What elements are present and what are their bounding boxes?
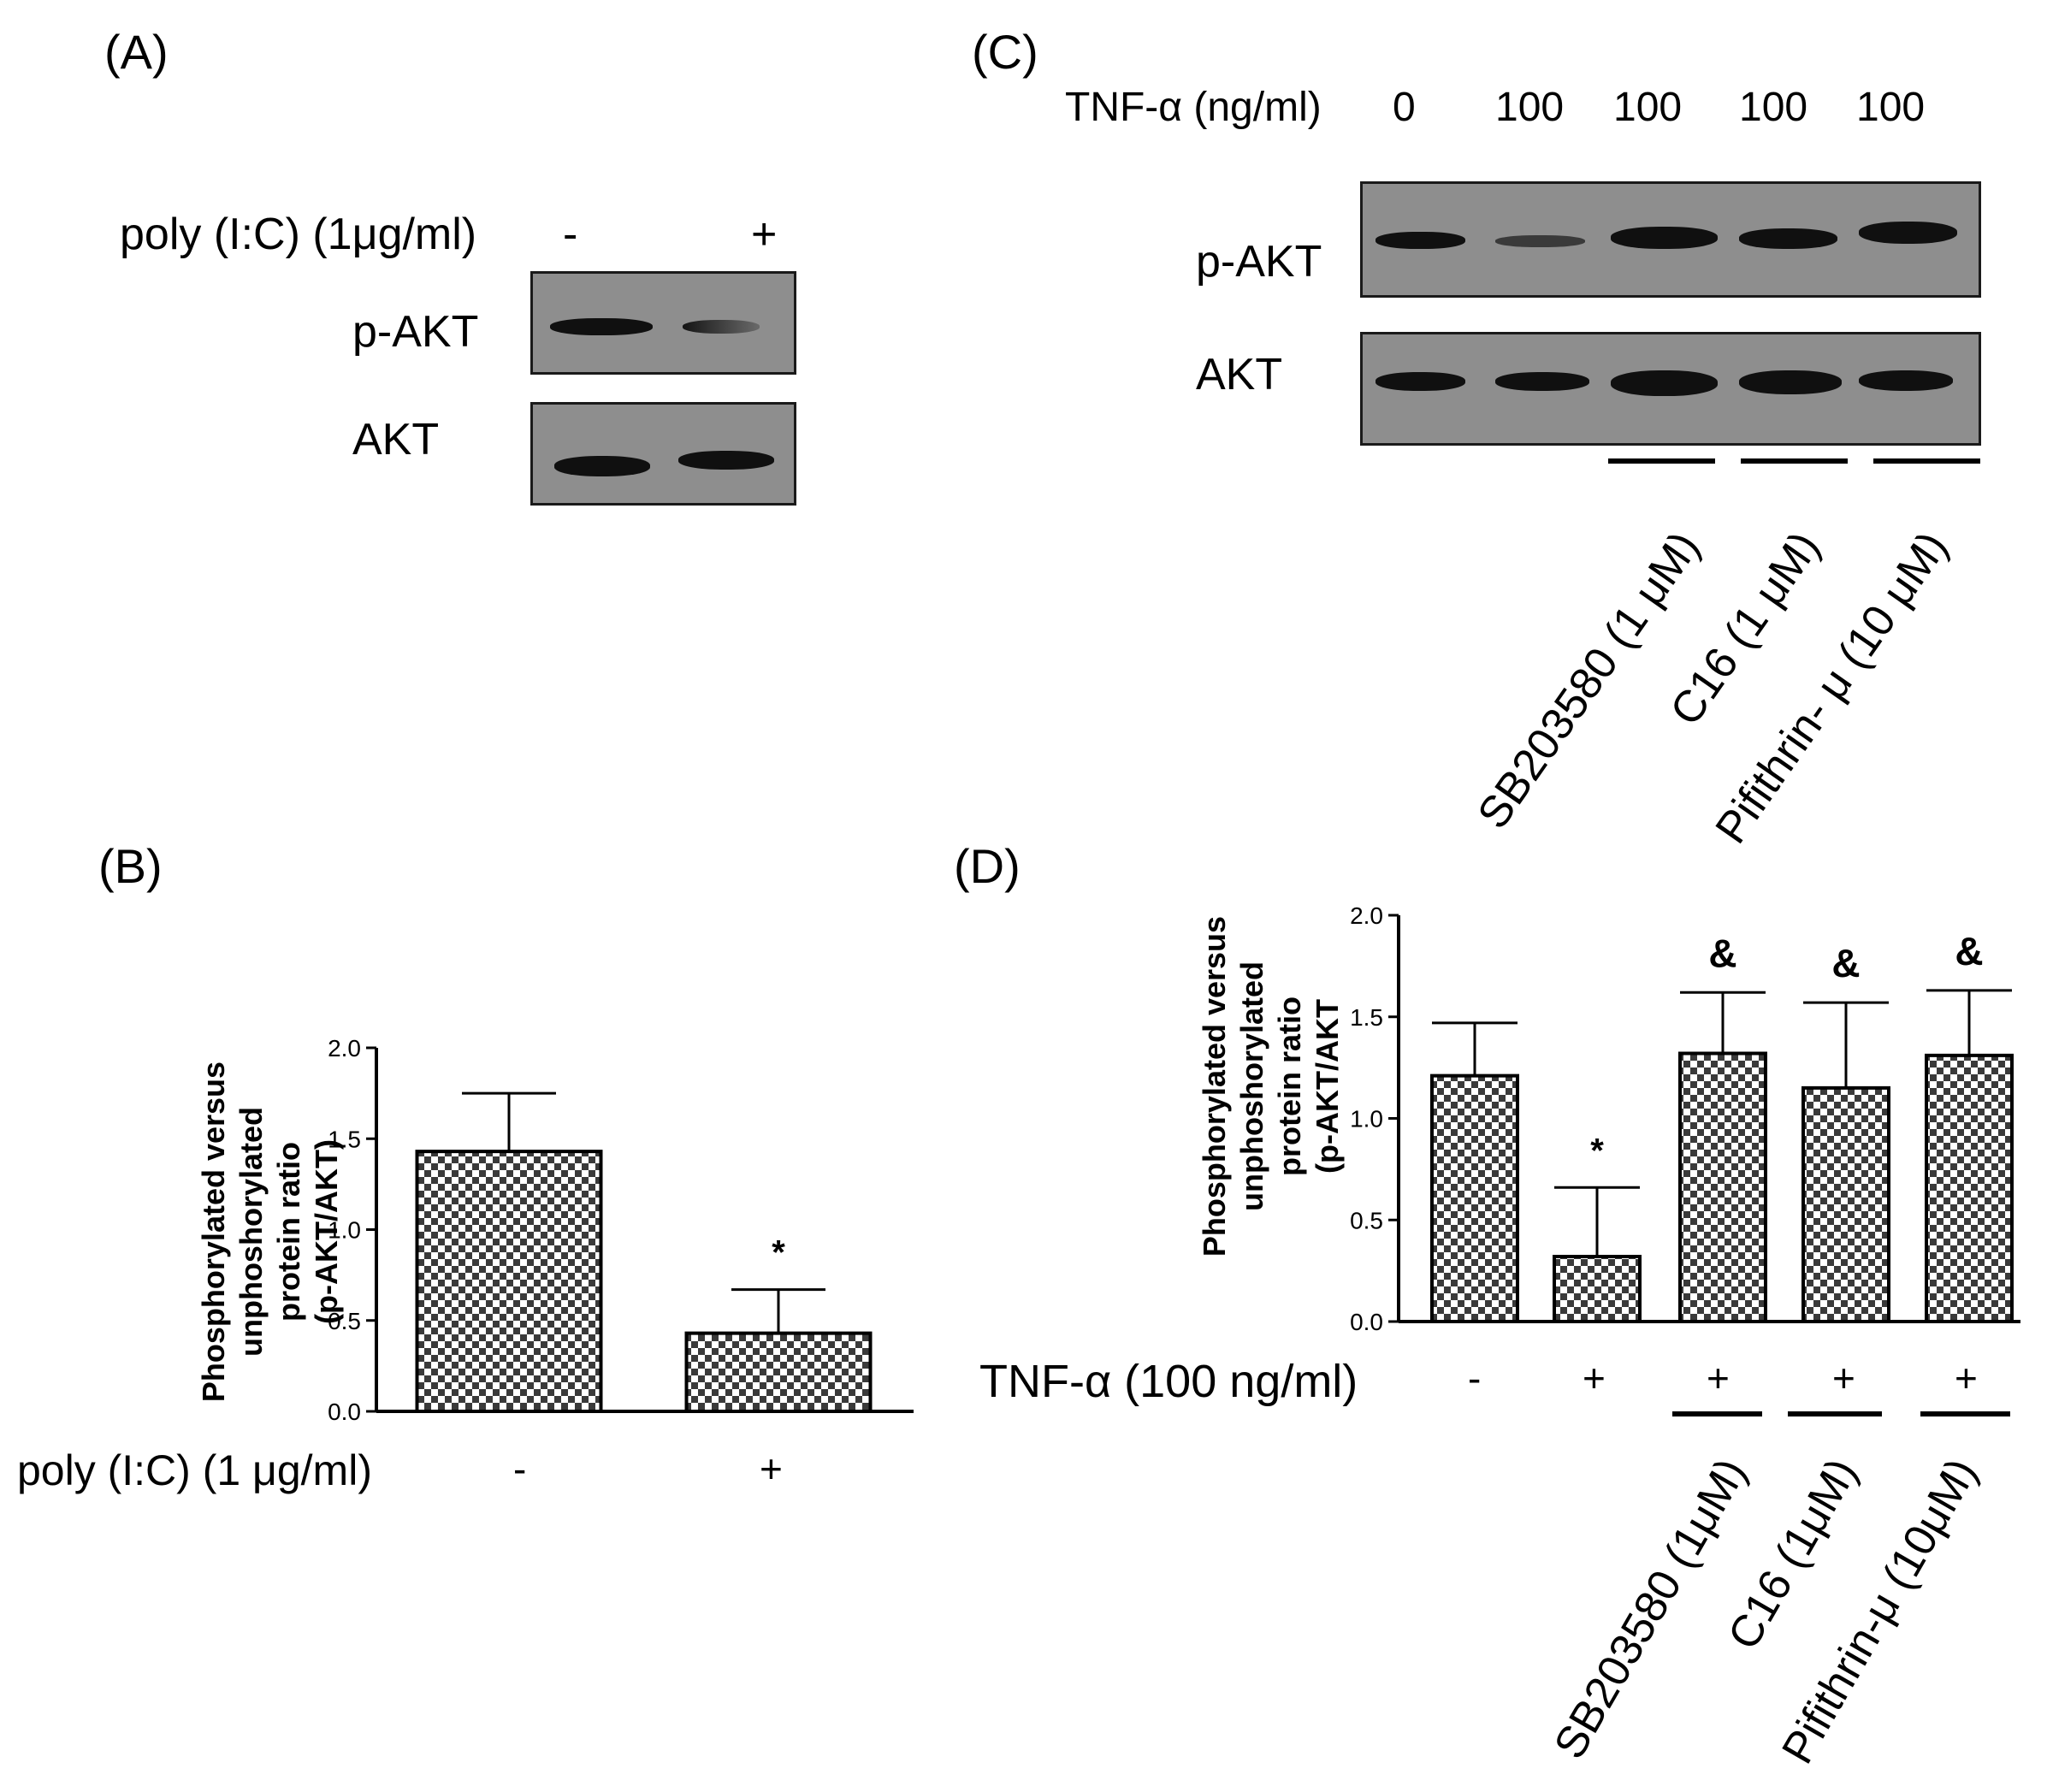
- panel-d-condition: +: [1955, 1356, 1978, 1400]
- inhibitor-underline: [1608, 458, 1715, 464]
- y-tick-label: 1.0: [1350, 1106, 1383, 1133]
- panel-a-pakt-blot: [530, 271, 796, 375]
- band: [683, 320, 760, 334]
- y-axis-label: protein ratio: [271, 1142, 306, 1322]
- panel-a-row-akt: AKT: [352, 415, 440, 464]
- bar: [1801, 1085, 1890, 1323]
- panel-b-treatment-label: poly (I:C) (1 μg/ml): [17, 1446, 372, 1494]
- y-tick-label: 1.0: [328, 1217, 361, 1244]
- band: [550, 318, 653, 335]
- y-tick-label: 0.0: [328, 1399, 361, 1425]
- y-axis-label: unphoshorylated: [1234, 961, 1269, 1211]
- significance-marker: &: [1831, 941, 1860, 985]
- panel-d-condition: -: [1468, 1356, 1482, 1400]
- band: [678, 451, 774, 470]
- y-axis-label: Phosphorylated versus: [1197, 916, 1232, 1257]
- significance-marker: *: [772, 1234, 785, 1272]
- band: [1495, 235, 1585, 247]
- panel-c-dose: 100: [1739, 85, 1808, 130]
- panel-d-condition: +: [1583, 1356, 1606, 1400]
- panel-c-akt-blot: [1360, 332, 1981, 446]
- bar: [1553, 1255, 1642, 1323]
- bar: [684, 1331, 873, 1413]
- panel-a-treatment-label: poly (I:C) (1μg/ml): [120, 210, 477, 259]
- y-tick-label: 0.5: [328, 1308, 361, 1334]
- panel-d-label: (D): [954, 839, 1021, 893]
- panel-b-condition: +: [760, 1446, 783, 1491]
- panel-a-akt-blot: [530, 402, 796, 506]
- panel-b-label: (B): [98, 839, 163, 893]
- panel-c-dose: 100: [1613, 85, 1683, 130]
- bar: [1925, 1053, 2014, 1323]
- panel-d-condition: +: [1832, 1356, 1855, 1400]
- bar: [1678, 1051, 1767, 1323]
- y-axis-label: (p-AKT/AKT: [1310, 999, 1345, 1174]
- band: [1611, 227, 1718, 249]
- inhibitor-underline: [1672, 1411, 1762, 1416]
- y-tick-label: 0.5: [1350, 1207, 1383, 1233]
- band: [1859, 222, 1957, 244]
- significance-marker: &: [1955, 929, 1983, 973]
- y-axis-label: (p-AKT/AKT): [309, 1139, 344, 1324]
- significance-marker: *: [1590, 1132, 1604, 1169]
- panel-c-pakt-blot: [1360, 181, 1981, 298]
- panel-a-row-pakt: p-AKT: [352, 307, 479, 357]
- y-axis-label: Phosphorylated versus: [196, 1062, 231, 1402]
- panel-c-treatment-label: TNF-α (ng/ml): [1065, 85, 1322, 130]
- band: [1739, 228, 1837, 249]
- y-axis-label: unphoshorylated: [234, 1107, 269, 1357]
- panel-d-condition: +: [1707, 1356, 1730, 1400]
- panel-c-dose: 100: [1856, 85, 1926, 130]
- inhibitor-underline: [1788, 1411, 1882, 1416]
- inhibitor-underline: [1873, 458, 1980, 464]
- bar: [1430, 1073, 1519, 1323]
- panel-a-label: (A): [104, 25, 169, 79]
- band: [1859, 370, 1953, 391]
- y-tick-label: 0.0: [1350, 1309, 1383, 1335]
- panel-c-row-akt: AKT: [1196, 350, 1283, 399]
- panel-c-label: (C): [972, 25, 1038, 79]
- y-axis-label: protein ratio: [1272, 997, 1307, 1176]
- band: [1376, 372, 1465, 391]
- panel-c-row-pakt: p-AKT: [1196, 237, 1322, 287]
- y-tick-label: 1.5: [328, 1126, 361, 1152]
- panel-a-lane-minus: -: [563, 210, 578, 259]
- panel-c-dose: 0: [1393, 85, 1416, 130]
- band: [1376, 232, 1465, 249]
- inhibitor-underline: [1920, 1411, 2010, 1416]
- y-tick-label: 2.0: [1350, 902, 1383, 929]
- band: [554, 456, 650, 476]
- significance-marker: &: [1708, 931, 1736, 975]
- panel-d-treatment-label: TNF-α (100 ng/ml): [979, 1356, 1358, 1407]
- panel-c-dose: 100: [1495, 85, 1565, 130]
- bar: [415, 1150, 603, 1413]
- band: [1611, 370, 1718, 396]
- y-tick-label: 1.5: [1350, 1004, 1383, 1031]
- band: [1739, 370, 1842, 394]
- band: [1495, 372, 1589, 391]
- panel-b-condition: -: [513, 1446, 527, 1491]
- inhibitor-underline: [1741, 458, 1848, 464]
- y-tick-label: 2.0: [328, 1035, 361, 1062]
- panel-a-lane-plus: +: [751, 210, 778, 259]
